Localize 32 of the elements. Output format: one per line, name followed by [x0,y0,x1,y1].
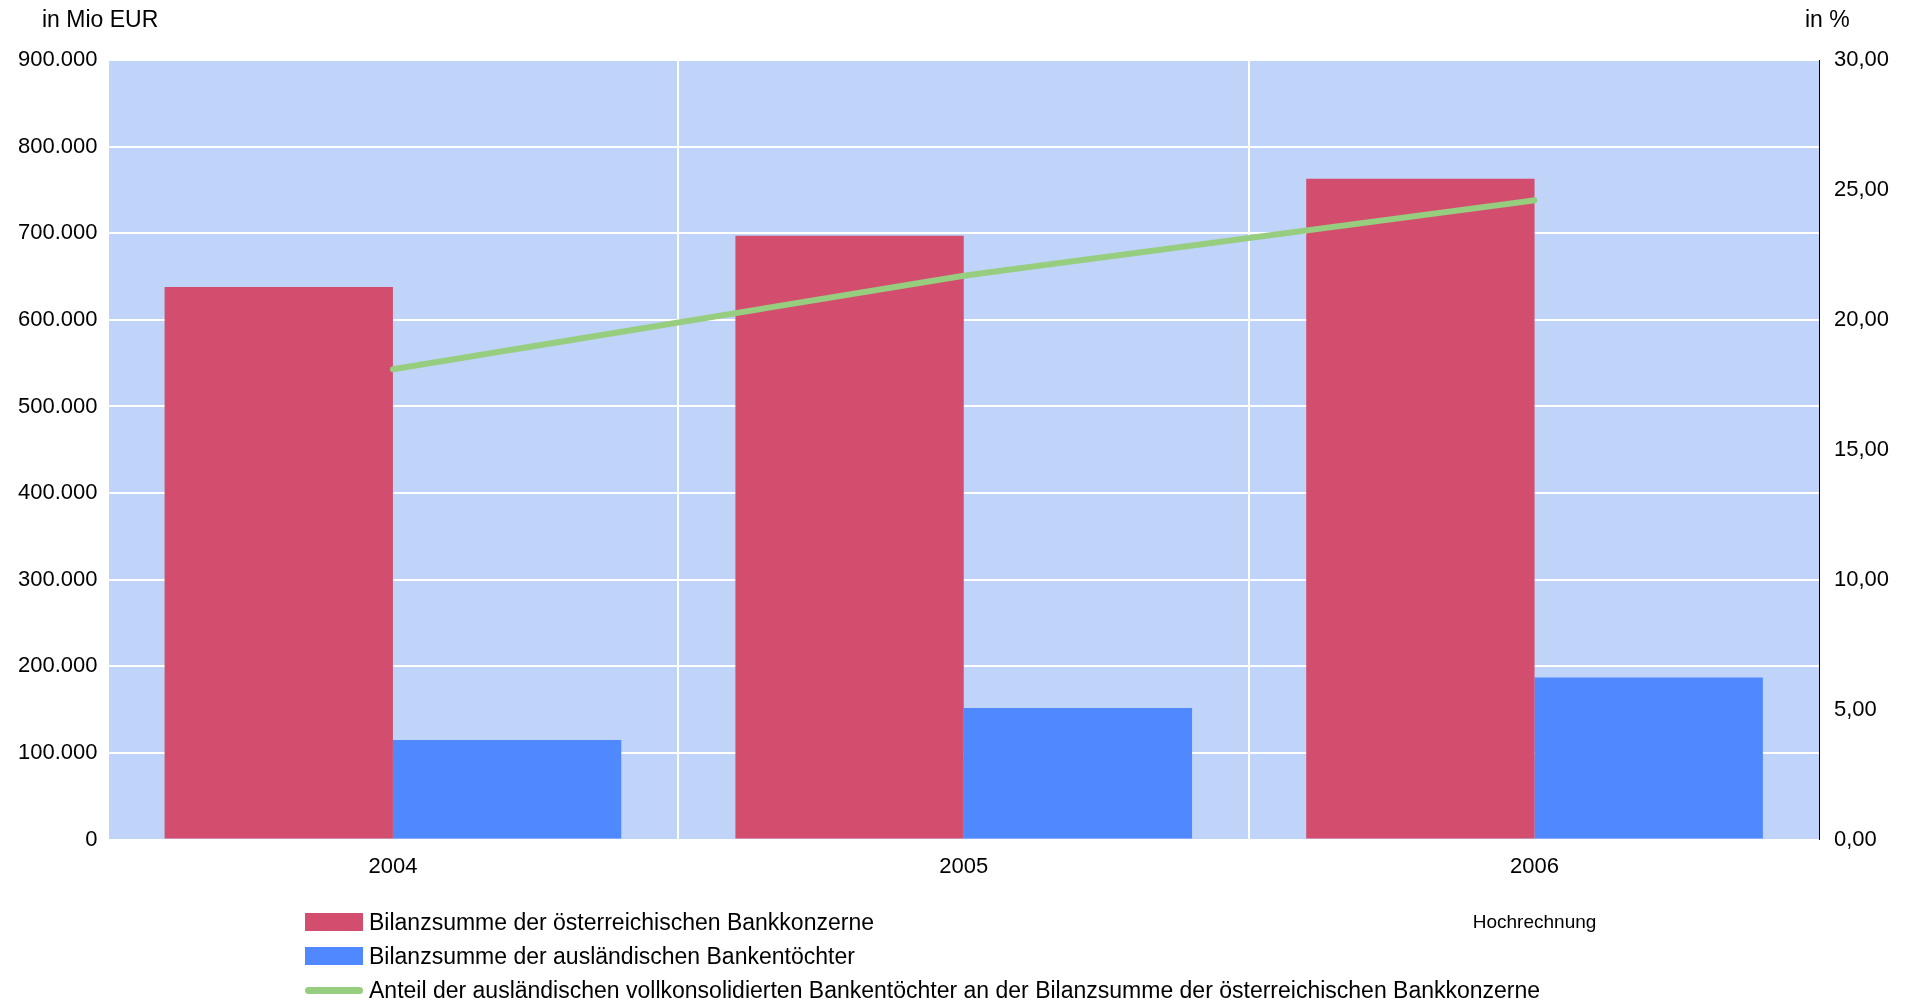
y2-tick-label: 20,00 [1833,305,1890,331]
y2-tick-label: 0,00 [1833,825,1877,851]
legend-label: Bilanzsumme der österreichischen Bankkonzerne [369,908,874,936]
bar [392,739,622,839]
y2-tick-label: 5,00 [1833,695,1877,721]
text: Hochrechnung [1472,910,1597,932]
y-tick-label: 200.000 [17,652,98,678]
y2-tick-label: 25,00 [1833,176,1890,201]
y-tick-label: 900.000 [17,46,98,72]
x-tick-label: 2006 [1510,852,1560,878]
x-tick-label: 2004 [368,852,418,878]
y-tick-label: 800.000 [17,132,98,158]
bar [1306,178,1535,839]
y-tick-label: 600.000 [17,305,98,331]
bar [735,235,964,839]
bar [164,286,393,839]
y-tick-label: 100.000 [17,739,98,765]
y2-tick-label: 15,00 [1833,435,1890,461]
legend-label: Bilanzsumme der ausländischen Bankentöchter [369,942,855,970]
bar [1534,677,1763,839]
y-axis-title: in Mio EUR [42,6,159,33]
y2-tick-label: 30,00 [1833,46,1890,72]
y2-axis-title: in % [1805,6,1850,33]
x-tick-label: 2005 [939,852,989,878]
y-tick-label: 700.000 [17,219,98,245]
y-tick-label: 500.000 [17,392,98,418]
y-tick-label: 0 [85,825,98,851]
bar [963,707,1193,839]
y-tick-label: 300.000 [17,565,98,591]
legend-label: Anteil der ausländischen vollkonsolidierten Bankentöchter an der Bilanzsumme der österreichischen Bankkonzerne [369,976,1541,1002]
y-tick-label: 400.000 [17,479,98,505]
y2-tick-label: 10,00 [1833,565,1890,591]
